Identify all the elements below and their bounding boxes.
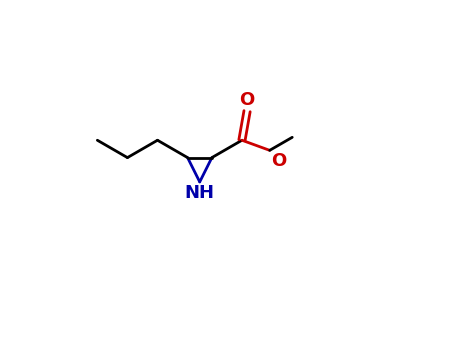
Text: O: O: [272, 152, 287, 170]
Text: NH: NH: [185, 184, 215, 202]
Text: O: O: [239, 91, 255, 110]
